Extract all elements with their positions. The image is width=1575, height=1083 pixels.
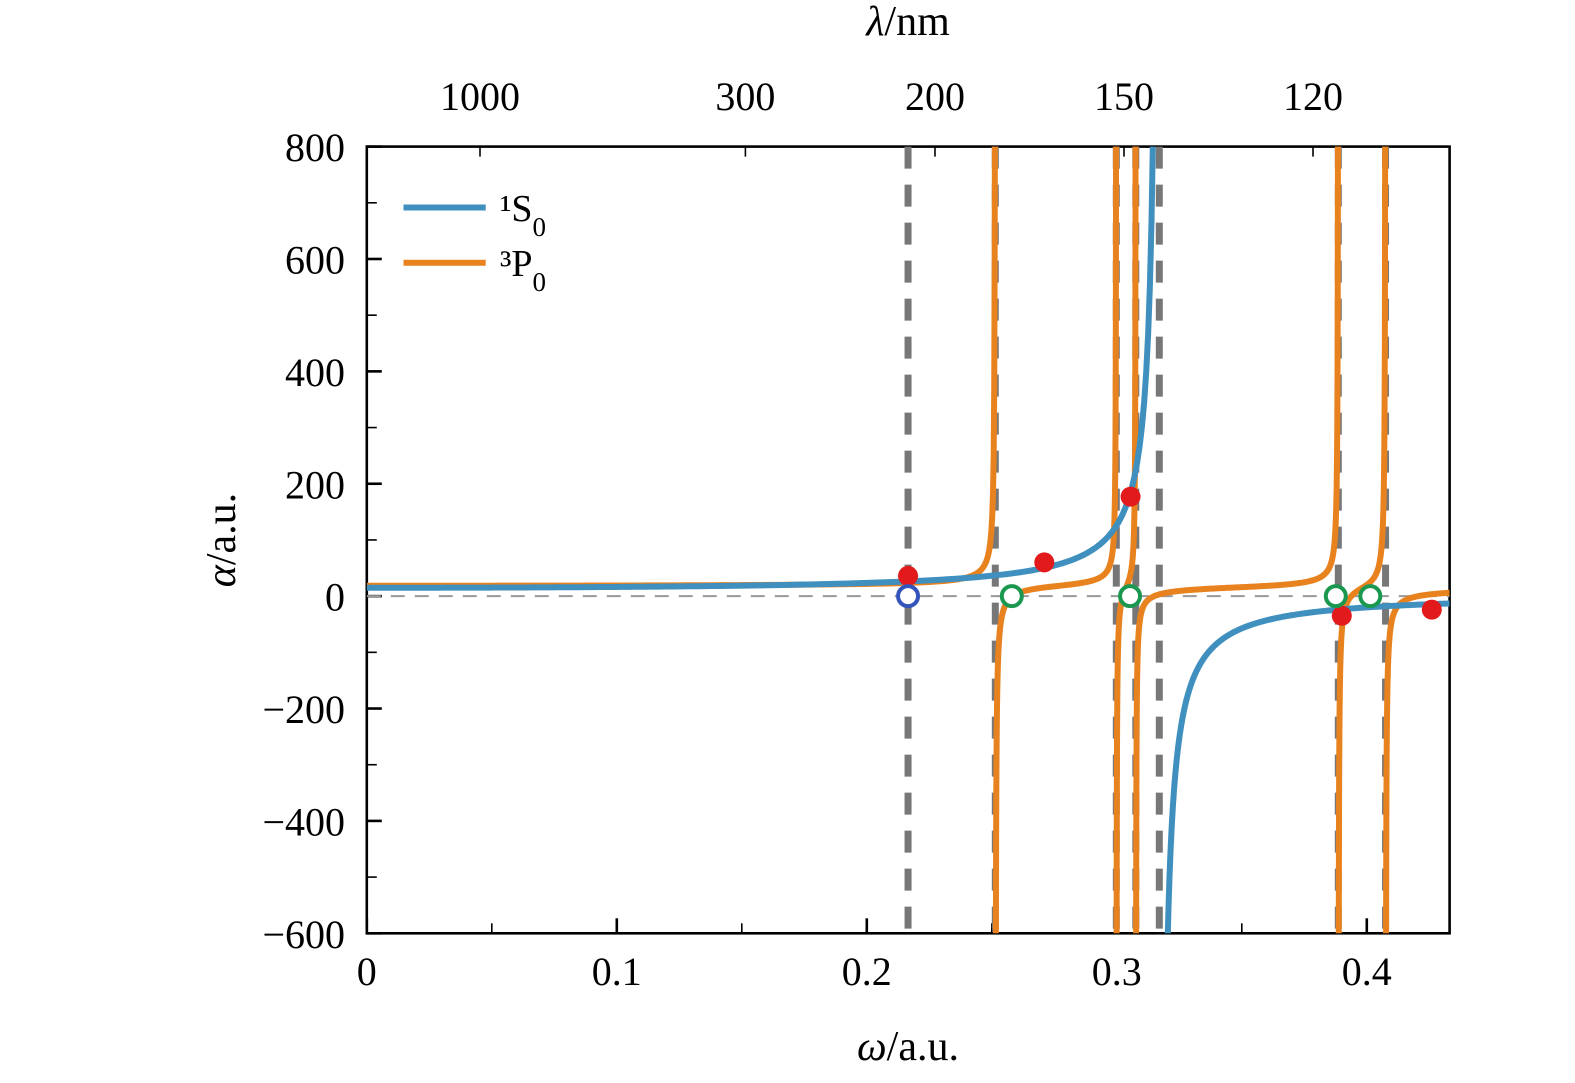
svg-text:ω/a.u.: ω/a.u.: [857, 1024, 959, 1070]
svg-text:0.1: 0.1: [592, 949, 642, 994]
svg-text:0.4: 0.4: [1342, 949, 1392, 994]
svg-text:120: 120: [1283, 74, 1343, 119]
svg-text:800: 800: [285, 125, 345, 170]
svg-text:−600: −600: [262, 912, 345, 957]
svg-text:600: 600: [285, 238, 345, 283]
svg-text:−400: −400: [262, 799, 345, 844]
svg-text:0.2: 0.2: [842, 949, 892, 994]
svg-text:0.3: 0.3: [1092, 949, 1142, 994]
svg-text:−200: −200: [262, 687, 345, 732]
svg-text:200: 200: [285, 462, 345, 507]
svg-text:200: 200: [905, 74, 965, 119]
svg-text:0: 0: [357, 949, 377, 994]
svg-text:150: 150: [1094, 74, 1154, 119]
svg-text:300: 300: [715, 74, 775, 119]
svg-text:1000: 1000: [440, 74, 520, 119]
svg-text:λ/nm: λ/nm: [864, 0, 950, 45]
svg-text:0: 0: [325, 575, 345, 620]
svg-text:400: 400: [285, 350, 345, 395]
svg-text:α/a.u.: α/a.u.: [199, 493, 245, 587]
